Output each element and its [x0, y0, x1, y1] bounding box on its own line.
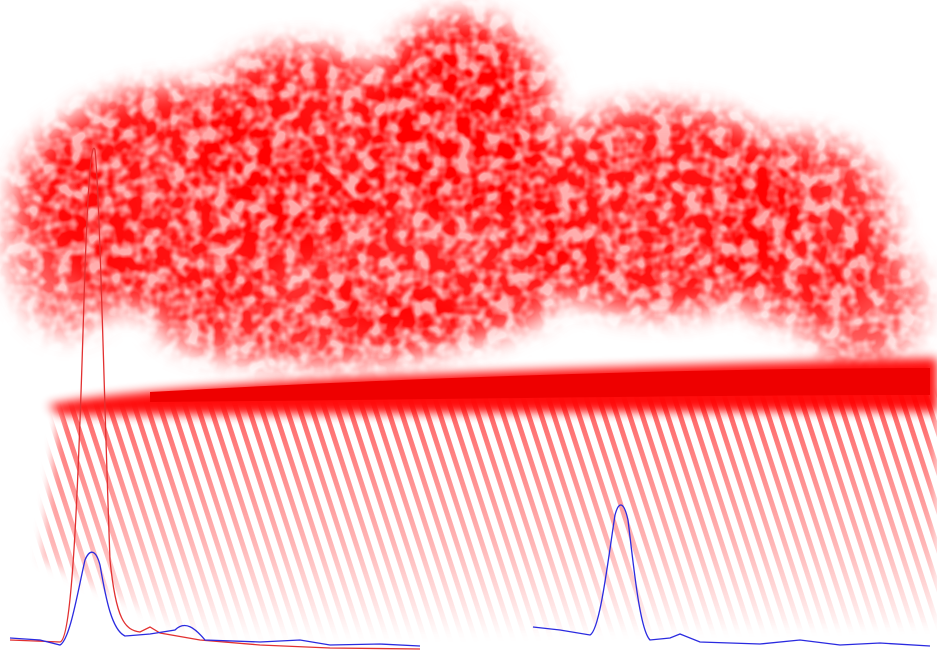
page: [0, 0, 937, 653]
streaks: [0, 380, 937, 653]
volume-render-view: [0, 0, 937, 653]
